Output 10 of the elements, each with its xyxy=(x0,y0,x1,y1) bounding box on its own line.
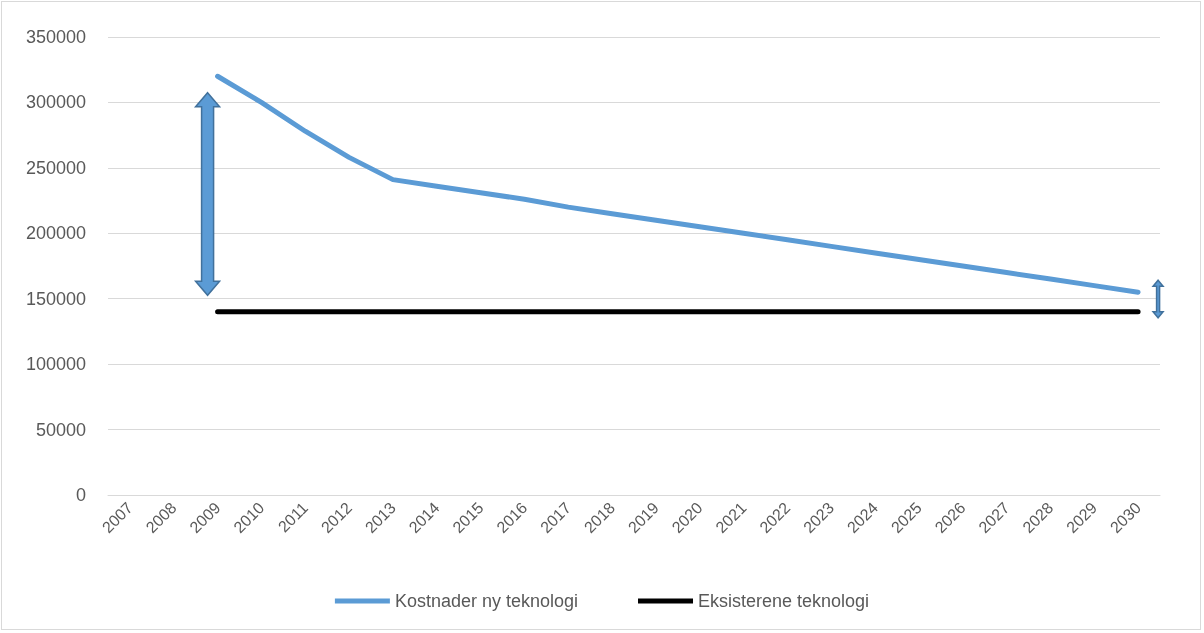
y-tick-label: 350000 xyxy=(25,27,86,47)
y-tick-label: 200000 xyxy=(25,223,86,244)
y-tick-label: 250000 xyxy=(25,157,86,178)
y-tick-label: 150000 xyxy=(25,288,86,309)
legend-label: Eksisterene teknologi xyxy=(698,591,870,611)
y-tick-label: 300000 xyxy=(25,92,86,113)
y-tick-label: 0 xyxy=(75,485,86,505)
y-tick-label: 100000 xyxy=(25,354,86,375)
y-tick-label: 50000 xyxy=(35,419,86,440)
legend-label: Kostnader ny teknologi xyxy=(394,591,579,611)
